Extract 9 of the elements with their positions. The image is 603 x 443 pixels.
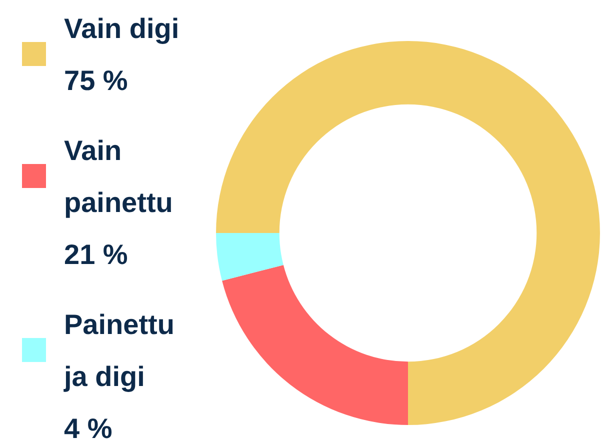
donut-slice (216, 233, 284, 281)
legend-label: Vain painettu (64, 134, 173, 218)
data-label: 4 % (64, 412, 112, 443)
data-label: 75 % (64, 64, 128, 96)
data-label: 21 % (64, 238, 128, 270)
legend-label: Painettu ja digi (63, 308, 174, 392)
donut-slice (222, 264, 408, 425)
slice-label: Vain digi (64, 12, 180, 44)
donut-slice (216, 41, 600, 425)
